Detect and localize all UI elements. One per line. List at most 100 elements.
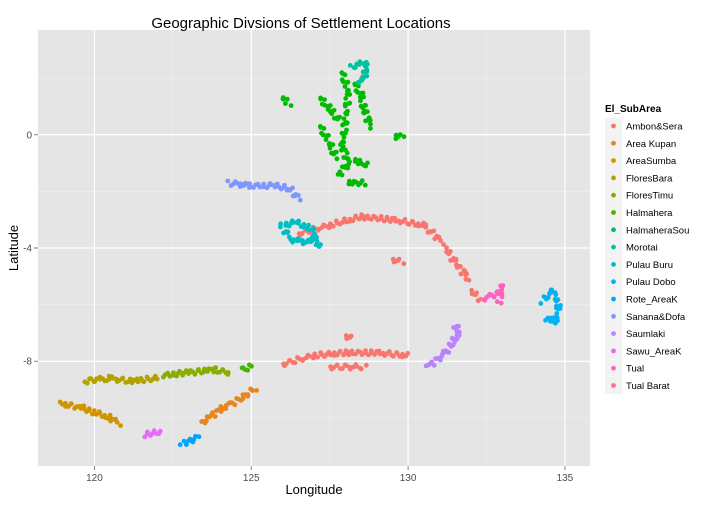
legend-swatch xyxy=(611,296,616,302)
legend-swatch xyxy=(611,262,616,267)
data-point xyxy=(114,419,120,425)
data-point xyxy=(549,289,555,295)
series-pulau-buru xyxy=(278,218,323,249)
data-point xyxy=(186,370,191,376)
legend-title: El_SubArea xyxy=(605,104,662,115)
data-point xyxy=(466,277,472,283)
data-point xyxy=(553,320,558,326)
data-point xyxy=(310,227,316,233)
legend-item: Tual xyxy=(605,359,644,377)
data-point xyxy=(295,220,301,226)
data-point xyxy=(356,83,361,89)
legend-item: Ambon&Sera xyxy=(605,117,683,135)
grid xyxy=(38,30,590,466)
legend-label: Area Kupan xyxy=(626,139,676,150)
data-point xyxy=(358,98,363,104)
data-point xyxy=(134,376,140,382)
data-point xyxy=(326,133,331,138)
data-point xyxy=(190,369,196,375)
data-point xyxy=(358,180,363,186)
data-point xyxy=(331,151,337,157)
data-point xyxy=(365,117,371,123)
series-floresbara xyxy=(82,373,160,386)
data-point xyxy=(226,400,232,406)
data-point xyxy=(127,376,133,382)
data-point xyxy=(297,197,303,203)
data-point xyxy=(272,184,278,190)
data-point xyxy=(322,354,327,359)
data-point xyxy=(151,428,157,434)
data-points xyxy=(57,59,563,448)
data-point xyxy=(228,183,234,188)
data-point xyxy=(355,90,361,95)
data-point xyxy=(339,147,345,153)
data-point xyxy=(454,323,460,329)
data-point xyxy=(327,145,333,151)
data-point xyxy=(251,185,256,191)
data-point xyxy=(395,134,401,140)
data-point xyxy=(335,172,341,177)
data-point xyxy=(368,125,373,131)
data-point xyxy=(211,366,216,372)
data-point xyxy=(346,101,352,106)
legend-item: Halmahera xyxy=(605,204,673,221)
data-point xyxy=(339,130,345,136)
data-point xyxy=(428,229,434,235)
data-point xyxy=(541,294,547,299)
data-point xyxy=(410,219,416,225)
data-point xyxy=(347,178,352,184)
data-point xyxy=(369,216,374,222)
y-tick-label: 0 xyxy=(26,130,32,141)
legend-label: FloresBara xyxy=(626,173,673,184)
data-point xyxy=(342,72,348,78)
data-point xyxy=(180,372,186,378)
data-point xyxy=(186,438,192,444)
y-tick-label: -8 xyxy=(23,357,32,368)
data-point xyxy=(401,261,407,267)
data-point xyxy=(496,291,502,296)
data-point xyxy=(543,317,548,323)
data-point xyxy=(356,216,362,222)
data-point xyxy=(323,137,329,143)
data-point xyxy=(118,423,123,429)
data-point xyxy=(306,227,312,233)
axes: 120 125 130 135 0 -4 -8 xyxy=(23,130,574,484)
data-point xyxy=(342,362,348,368)
data-point xyxy=(145,429,150,435)
data-point xyxy=(344,111,350,117)
series-morotai xyxy=(347,59,370,85)
data-point xyxy=(100,376,106,382)
data-point xyxy=(335,116,340,122)
legend-item: Saumlaki xyxy=(605,325,665,343)
data-point xyxy=(431,362,437,368)
data-point xyxy=(347,63,353,68)
data-point xyxy=(290,360,296,365)
data-point xyxy=(299,231,305,236)
data-point xyxy=(102,413,108,418)
data-point xyxy=(357,365,363,371)
data-point xyxy=(432,236,438,242)
data-point xyxy=(108,418,113,424)
legend-item: Pulau Dobo xyxy=(605,273,676,291)
series-rote-areak xyxy=(177,433,202,448)
data-point xyxy=(334,363,340,368)
data-point xyxy=(214,408,219,414)
data-point xyxy=(322,102,328,108)
data-point xyxy=(352,81,358,87)
data-point xyxy=(346,352,352,358)
legend-swatch xyxy=(611,348,616,354)
data-point xyxy=(87,376,92,382)
legend-swatch xyxy=(611,331,616,336)
data-point xyxy=(254,388,259,393)
data-point xyxy=(204,418,209,424)
data-point xyxy=(326,349,332,355)
data-point xyxy=(283,223,289,228)
data-point xyxy=(337,221,343,227)
data-point xyxy=(301,241,306,247)
data-point xyxy=(292,193,298,199)
legend-swatch xyxy=(611,313,616,319)
legend-label: Tual xyxy=(626,364,644,375)
data-point xyxy=(360,90,366,96)
data-point xyxy=(353,213,359,219)
